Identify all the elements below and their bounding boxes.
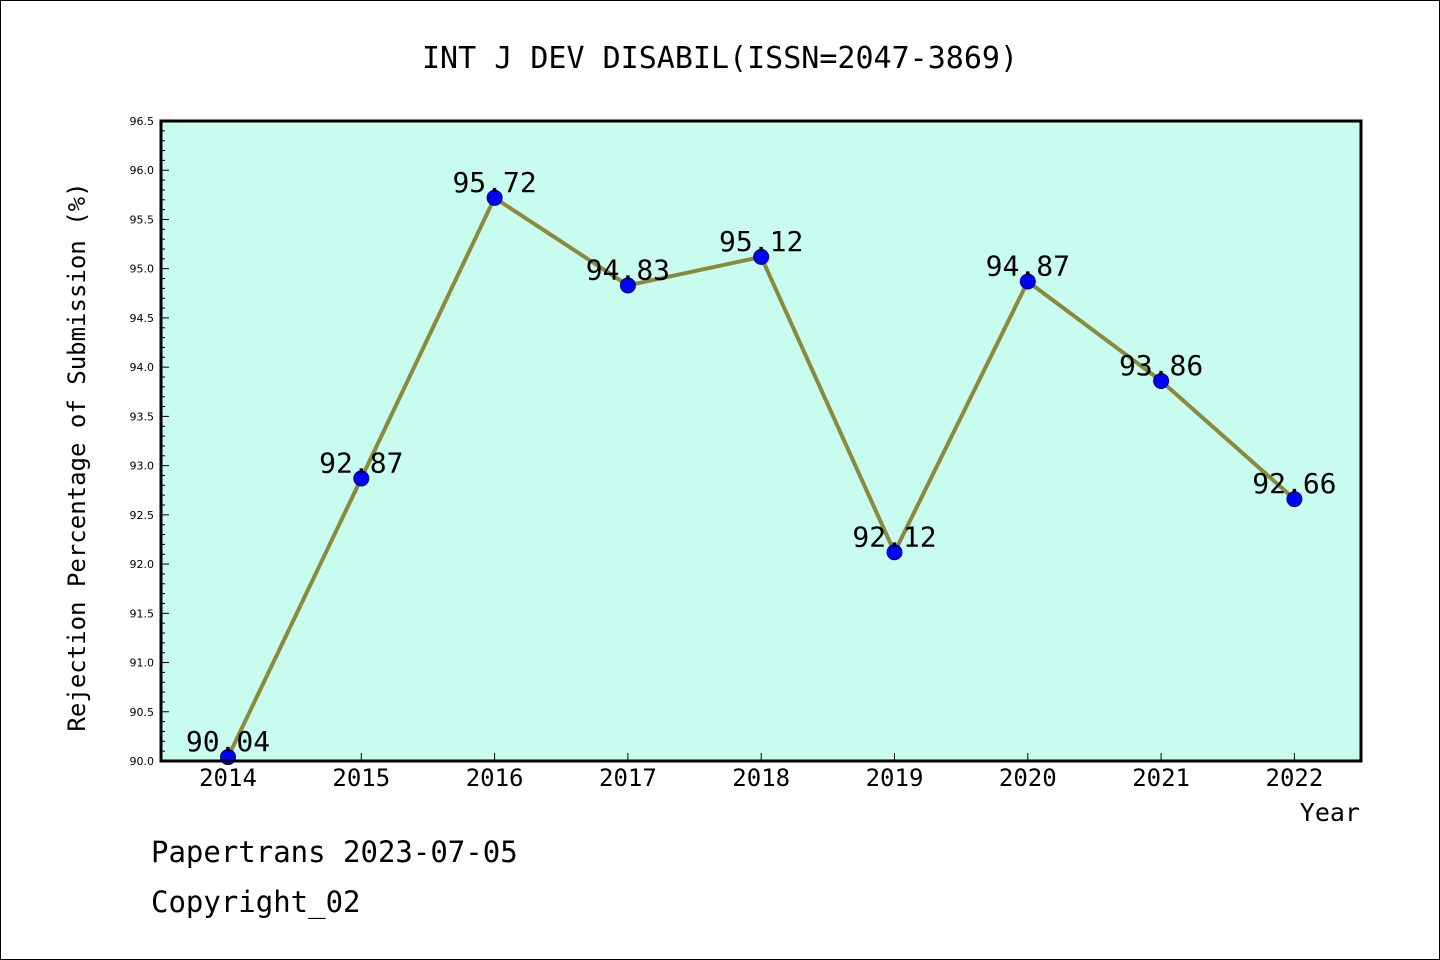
y-tick-label: 96.5 [130, 115, 155, 128]
x-tick-label: 2019 [866, 764, 924, 792]
data-label: 92.87 [319, 446, 403, 479]
data-label: 95.12 [719, 225, 803, 258]
y-tick-label: 93.5 [130, 410, 155, 423]
y-tick-label: 96.0 [130, 164, 155, 177]
x-tick-label: 2022 [1266, 764, 1324, 792]
data-label: 93.86 [1119, 349, 1203, 382]
x-tick-label: 2021 [1132, 764, 1190, 792]
data-labels: 90.04 92.87 95.72 94.83 95.12 92.12 94.87 93.86… [186, 166, 1337, 758]
data-point [1286, 491, 1303, 508]
data-markers [220, 189, 1303, 766]
data-point [353, 470, 370, 487]
y-tick-label: 91.5 [130, 607, 155, 620]
y-tick-labels: 90.0 90.5 91.0 91.5 92.0 92.5 93.0 93.5 94.0 94.5… [130, 115, 155, 768]
y-axis-label: Rejection Percentage of Submission (%) [63, 182, 91, 731]
y-tick-label: 91.0 [130, 657, 155, 670]
y-tick-label: 93.0 [130, 460, 155, 473]
data-label: 94.87 [986, 249, 1070, 282]
x-tick-label: 2020 [999, 764, 1057, 792]
data-label: 94.83 [586, 253, 670, 286]
data-point [486, 189, 503, 206]
footer-copyright-text: Copyright_02 [151, 885, 361, 919]
y-tick-label: 95.5 [130, 213, 155, 226]
y-tick-label: 92.0 [130, 558, 155, 571]
data-label: 92.12 [852, 520, 936, 553]
x-tick-label: 2016 [466, 764, 524, 792]
plot-border [159, 119, 1363, 763]
x-tick-label: 2017 [599, 764, 657, 792]
data-point [1019, 273, 1036, 290]
x-tick-labels: 2014 2015 2016 2017 2018 2019 2020 2021 2022 [199, 764, 1323, 792]
data-point [886, 544, 903, 561]
x-tick-label: 2018 [732, 764, 790, 792]
y-tick-label: 92.5 [130, 509, 155, 522]
y-tick-label: 94.5 [130, 312, 155, 325]
data-point [753, 248, 770, 265]
footer-date-text: Papertrans 2023-07-05 [151, 835, 518, 869]
data-label: 92.66 [1252, 467, 1336, 500]
x-axis-label: Year [1300, 798, 1360, 827]
y-tick-label: 90.0 [130, 755, 155, 768]
y-tick-label: 94.0 [130, 361, 155, 374]
chart-title: INT J DEV DISABIL(ISSN=2047-3869) [422, 41, 1018, 76]
data-point [1153, 372, 1170, 389]
data-point [619, 277, 636, 294]
x-tick-label: 2014 [199, 764, 257, 792]
x-tick-label: 2015 [332, 764, 390, 792]
data-label: 90.04 [186, 725, 270, 758]
y-tick-label: 95.0 [130, 263, 155, 276]
data-label: 95.72 [452, 166, 536, 199]
plot-area [161, 121, 1361, 761]
y-tick-label: 90.5 [130, 706, 155, 719]
